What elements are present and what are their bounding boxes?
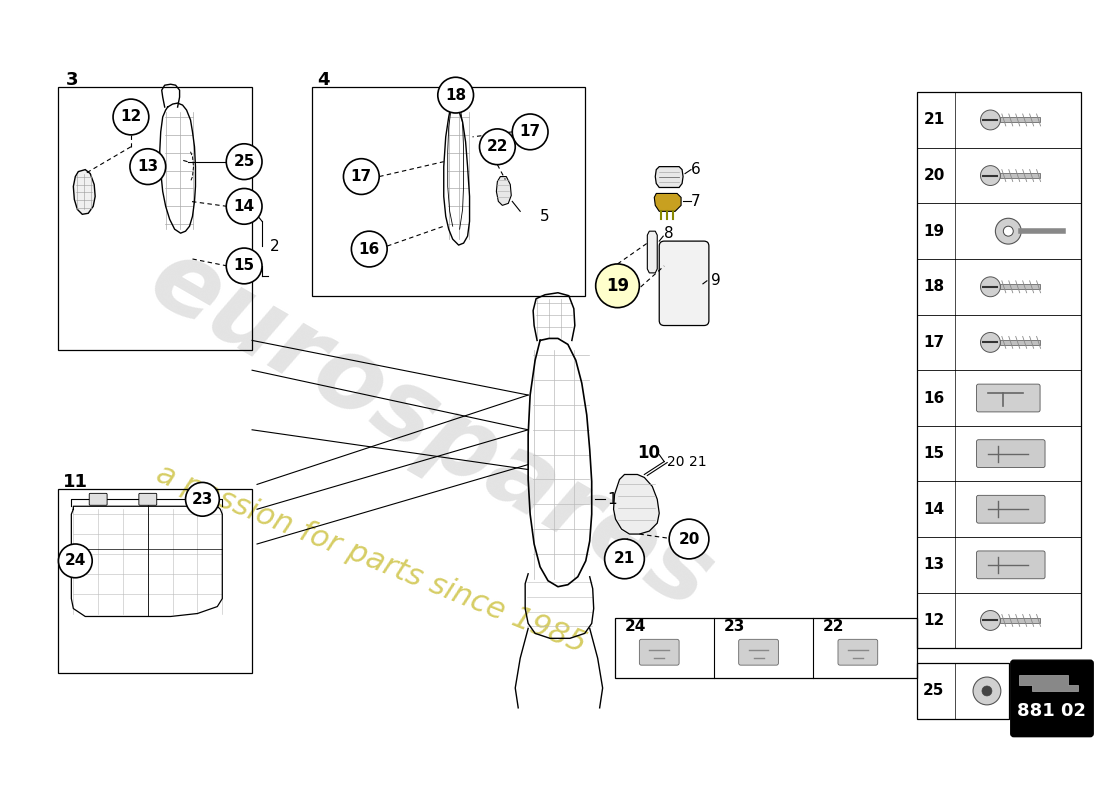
Polygon shape (647, 231, 658, 273)
Circle shape (669, 519, 708, 559)
Text: 7: 7 (691, 194, 701, 209)
Circle shape (605, 539, 645, 578)
Polygon shape (74, 170, 96, 214)
FancyArrow shape (1000, 618, 1041, 623)
Text: eurospares: eurospares (133, 230, 729, 630)
Text: 11: 11 (64, 474, 88, 491)
Text: 25: 25 (923, 683, 944, 698)
FancyArrow shape (1000, 173, 1041, 178)
Text: 18: 18 (446, 88, 466, 102)
Text: 20: 20 (679, 531, 700, 546)
Text: 21: 21 (614, 551, 635, 566)
FancyBboxPatch shape (188, 494, 207, 506)
Circle shape (982, 686, 992, 696)
Text: 23: 23 (191, 492, 213, 507)
Circle shape (996, 218, 1021, 244)
FancyBboxPatch shape (739, 639, 779, 665)
FancyBboxPatch shape (977, 495, 1045, 523)
Circle shape (980, 610, 1000, 630)
Polygon shape (656, 166, 683, 187)
Circle shape (58, 544, 92, 578)
Text: 15: 15 (233, 258, 255, 274)
Polygon shape (614, 474, 659, 534)
Text: 9: 9 (711, 274, 720, 288)
Text: 6: 6 (691, 162, 701, 177)
FancyArrow shape (1000, 118, 1041, 122)
Circle shape (438, 78, 473, 113)
Text: 20: 20 (923, 168, 945, 183)
Bar (311, 87, 585, 296)
Bar (58, 87, 252, 350)
Text: 21: 21 (923, 113, 945, 127)
Text: 19: 19 (923, 224, 945, 238)
Bar (58, 490, 252, 673)
Polygon shape (654, 194, 681, 211)
Polygon shape (496, 177, 512, 206)
Text: 20: 20 (668, 454, 684, 469)
Text: 5: 5 (540, 209, 550, 224)
Text: 21: 21 (689, 454, 706, 469)
Text: 8: 8 (664, 226, 674, 241)
Text: 881 02: 881 02 (1018, 702, 1087, 720)
FancyBboxPatch shape (659, 241, 708, 326)
FancyBboxPatch shape (139, 494, 157, 506)
Text: 25: 25 (233, 154, 255, 169)
Text: 10: 10 (637, 444, 660, 462)
Circle shape (130, 149, 166, 185)
Circle shape (513, 114, 548, 150)
Circle shape (186, 482, 219, 516)
Text: 14: 14 (923, 502, 945, 517)
Circle shape (227, 144, 262, 179)
Text: 16: 16 (923, 390, 945, 406)
Text: 16: 16 (359, 242, 380, 257)
Text: 19: 19 (606, 277, 629, 294)
FancyArrow shape (1000, 284, 1041, 290)
Text: 13: 13 (138, 159, 158, 174)
Circle shape (227, 248, 262, 284)
FancyBboxPatch shape (977, 384, 1041, 412)
Circle shape (480, 129, 515, 165)
Bar (615, 618, 917, 678)
Circle shape (351, 231, 387, 267)
Text: 22: 22 (486, 139, 508, 154)
Text: 15: 15 (923, 446, 945, 461)
Text: 18: 18 (923, 279, 945, 294)
FancyArrow shape (1000, 340, 1041, 345)
Text: 24: 24 (625, 619, 646, 634)
Text: 12: 12 (923, 613, 945, 628)
Circle shape (980, 277, 1000, 297)
FancyBboxPatch shape (1011, 660, 1093, 737)
Bar (917, 663, 1009, 718)
Circle shape (343, 158, 379, 194)
FancyBboxPatch shape (639, 639, 679, 665)
FancyBboxPatch shape (838, 639, 878, 665)
Polygon shape (1019, 675, 1078, 691)
Bar (917, 92, 1081, 648)
Text: 1: 1 (607, 492, 617, 507)
Circle shape (227, 189, 262, 224)
Circle shape (1003, 226, 1013, 236)
Circle shape (980, 110, 1000, 130)
Circle shape (980, 333, 1000, 352)
Text: a passion for parts since 1985: a passion for parts since 1985 (152, 459, 591, 658)
FancyBboxPatch shape (89, 494, 107, 506)
Text: 24: 24 (65, 554, 86, 568)
Text: 14: 14 (233, 199, 255, 214)
Text: 17: 17 (351, 169, 372, 184)
Text: 23: 23 (724, 619, 745, 634)
Text: 2: 2 (270, 238, 279, 254)
Text: 4: 4 (318, 71, 330, 90)
Text: 17: 17 (923, 335, 945, 350)
Circle shape (596, 264, 639, 308)
Text: 3: 3 (65, 71, 78, 90)
Text: 17: 17 (519, 124, 541, 139)
Circle shape (113, 99, 148, 135)
Text: 22: 22 (823, 619, 845, 634)
Circle shape (980, 166, 1000, 186)
Text: 12: 12 (120, 110, 142, 125)
Text: 13: 13 (923, 558, 945, 572)
FancyBboxPatch shape (977, 551, 1045, 578)
FancyBboxPatch shape (977, 440, 1045, 467)
Circle shape (974, 677, 1001, 705)
